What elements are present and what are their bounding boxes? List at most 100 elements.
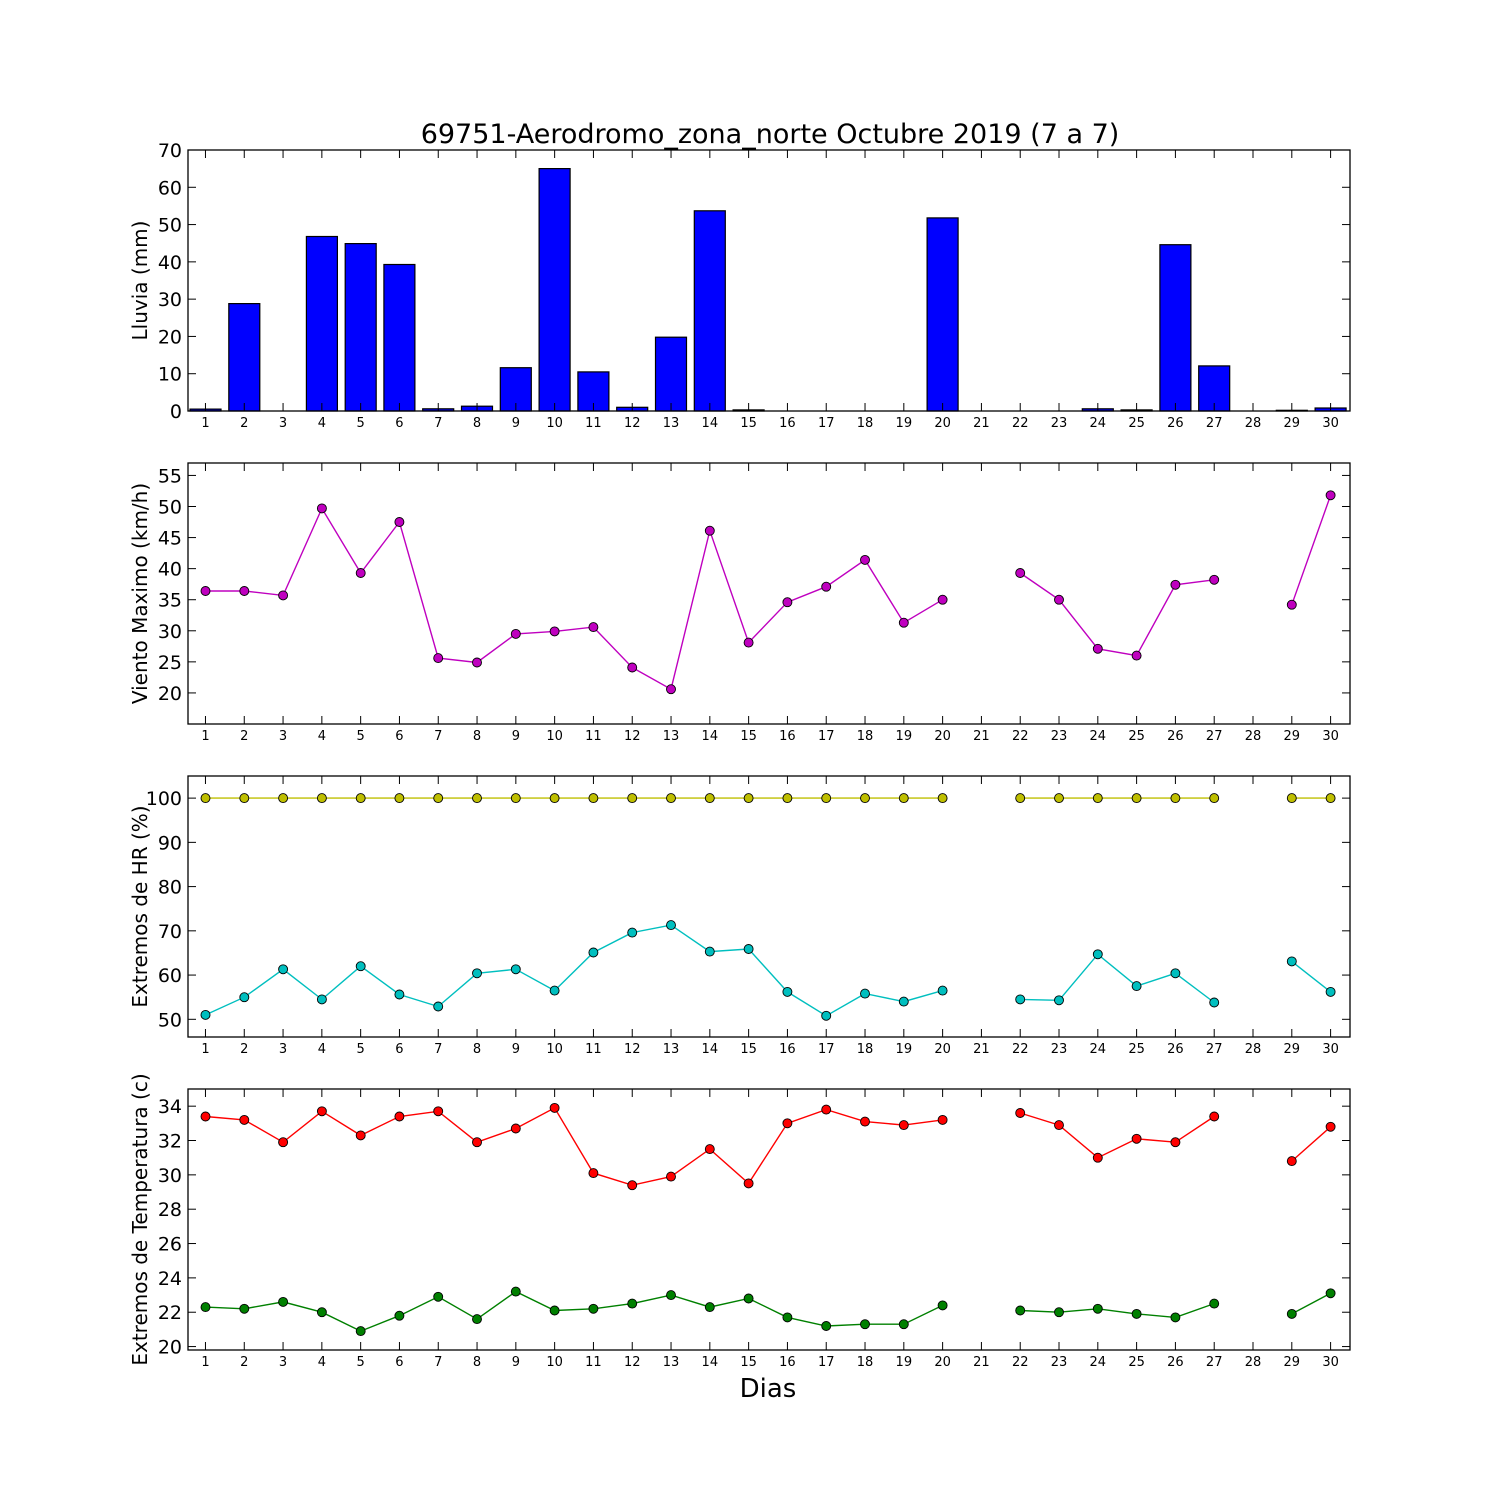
xtick-label-viento-29: 29 xyxy=(1284,729,1301,744)
xtick-label-lluvia-4: 4 xyxy=(318,416,326,431)
point-humedad-1-15 xyxy=(743,793,754,804)
point-temperatura-2-17 xyxy=(821,1321,832,1331)
xtick-label-lluvia-11: 11 xyxy=(585,416,602,431)
point-temperatura-1-10 xyxy=(549,1102,560,1113)
xtick-label-humedad-4: 4 xyxy=(318,1042,326,1057)
point-temperatura-2-5 xyxy=(355,1326,366,1337)
xtick-label-humedad-28: 28 xyxy=(1245,1042,1262,1057)
point-temperatura-1-8 xyxy=(472,1137,482,1148)
xtick-label-viento-1: 1 xyxy=(201,729,209,744)
xtick-label-temperatura-3: 3 xyxy=(279,1355,287,1370)
point-viento-1-17 xyxy=(821,581,832,592)
bar-lluvia-14 xyxy=(693,210,726,412)
axes-frame-humedad xyxy=(187,775,1351,1038)
point-viento-1-29 xyxy=(1286,599,1297,610)
point-viento-1-3 xyxy=(278,590,289,601)
point-humedad-1-30 xyxy=(1325,793,1336,804)
xtick-label-viento-10: 10 xyxy=(546,729,563,744)
point-humedad-2-25 xyxy=(1131,981,1142,992)
point-humedad-2-26 xyxy=(1170,968,1181,979)
point-humedad-2-12 xyxy=(627,927,638,938)
point-humedad-2-16 xyxy=(782,986,793,997)
ytick-label-viento-20: 20 xyxy=(158,683,182,705)
point-temperatura-1-19 xyxy=(898,1120,909,1131)
ytick-label-temperatura-22: 22 xyxy=(158,1302,182,1324)
point-humedad-1-25 xyxy=(1131,793,1142,804)
xtick-label-humedad-14: 14 xyxy=(702,1042,719,1057)
point-temperatura-2-19 xyxy=(898,1319,909,1330)
xtick-label-humedad-24: 24 xyxy=(1090,1042,1107,1057)
axes-frame-temperatura xyxy=(187,1088,1351,1351)
xtick-label-temperatura-26: 26 xyxy=(1167,1355,1184,1370)
point-humedad-2-7 xyxy=(433,1001,444,1012)
point-temperatura-2-2 xyxy=(239,1303,250,1314)
xtick-label-lluvia-16: 16 xyxy=(779,416,796,431)
xtick-label-lluvia-12: 12 xyxy=(624,416,641,431)
xtick-label-temperatura-1: 1 xyxy=(201,1355,209,1370)
point-viento-1-22 xyxy=(1015,568,1026,578)
bar-lluvia-2 xyxy=(228,303,261,412)
xtick-label-viento-28: 28 xyxy=(1245,729,1262,744)
xtick-label-humedad-22: 22 xyxy=(1012,1042,1029,1057)
xtick-label-viento-14: 14 xyxy=(702,729,719,744)
bar-lluvia-26 xyxy=(1159,244,1192,412)
point-humedad-1-4 xyxy=(316,793,327,804)
axes-frame-viento xyxy=(187,462,1351,725)
point-humedad-2-9 xyxy=(510,964,521,975)
point-viento-1-24 xyxy=(1092,643,1103,654)
xtick-label-temperatura-9: 9 xyxy=(512,1355,520,1370)
point-humedad-1-1 xyxy=(200,793,211,804)
xtick-label-lluvia-8: 8 xyxy=(473,416,481,431)
xtick-label-humedad-9: 9 xyxy=(512,1042,520,1057)
point-temperatura-1-5 xyxy=(355,1130,366,1141)
point-temperatura-2-22 xyxy=(1015,1305,1026,1316)
xtick-label-humedad-30: 30 xyxy=(1322,1042,1339,1057)
point-humedad-1-29 xyxy=(1286,793,1297,804)
point-temperatura-1-7 xyxy=(433,1106,444,1117)
ytick-label-viento-25: 25 xyxy=(158,652,182,674)
xtick-label-temperatura-18: 18 xyxy=(857,1355,874,1370)
ytick-label-temperatura-28: 28 xyxy=(158,1199,182,1221)
xtick-label-lluvia-26: 26 xyxy=(1167,416,1184,431)
xtick-label-temperatura-16: 16 xyxy=(779,1355,796,1370)
point-humedad-1-14 xyxy=(704,793,715,804)
xtick-label-lluvia-15: 15 xyxy=(740,416,757,431)
xtick-label-lluvia-22: 22 xyxy=(1012,416,1029,431)
ytick-label-humedad-50: 50 xyxy=(158,1009,182,1031)
xtick-label-temperatura-23: 23 xyxy=(1051,1355,1068,1370)
xtick-label-temperatura-8: 8 xyxy=(473,1355,481,1370)
point-temperatura-1-24 xyxy=(1092,1152,1103,1163)
point-humedad-2-19 xyxy=(898,996,909,1007)
series-line-humedad-2 xyxy=(205,924,1332,1017)
point-humedad-1-16 xyxy=(782,793,793,804)
xtick-label-humedad-7: 7 xyxy=(434,1042,442,1057)
xtick-label-viento-20: 20 xyxy=(934,729,951,744)
ytick-label-humedad-80: 80 xyxy=(158,877,182,899)
xtick-label-temperatura-24: 24 xyxy=(1090,1355,1107,1370)
xtick-label-humedad-26: 26 xyxy=(1167,1042,1184,1057)
xtick-label-humedad-15: 15 xyxy=(740,1042,757,1057)
series-line-temperatura-1 xyxy=(205,1106,1332,1186)
xtick-label-temperatura-15: 15 xyxy=(740,1355,757,1370)
xtick-label-lluvia-27: 27 xyxy=(1206,416,1223,431)
point-humedad-1-27 xyxy=(1209,793,1220,804)
xtick-label-lluvia-2: 2 xyxy=(240,416,248,431)
point-humedad-2-22 xyxy=(1015,994,1026,1005)
ytick-label-viento-35: 35 xyxy=(158,590,182,612)
xtick-label-viento-7: 7 xyxy=(434,729,442,744)
series-line-temperatura-2 xyxy=(205,1290,1331,1332)
xtick-label-viento-3: 3 xyxy=(279,729,287,744)
ytick-label-humedad-60: 60 xyxy=(158,965,182,987)
point-viento-1-19 xyxy=(898,617,909,628)
point-temperatura-1-17 xyxy=(821,1104,832,1115)
ytick-label-lluvia-10: 10 xyxy=(158,364,182,386)
ylabel-humedad: Extremos de HR (%) xyxy=(128,805,152,1007)
point-humedad-2-3 xyxy=(278,964,289,975)
point-viento-1-14 xyxy=(704,525,715,536)
point-temperatura-2-13 xyxy=(666,1290,676,1301)
xtick-label-viento-25: 25 xyxy=(1128,729,1145,744)
xtick-label-humedad-17: 17 xyxy=(818,1042,835,1057)
xtick-label-humedad-11: 11 xyxy=(585,1042,602,1057)
xtick-label-lluvia-3: 3 xyxy=(279,416,287,431)
